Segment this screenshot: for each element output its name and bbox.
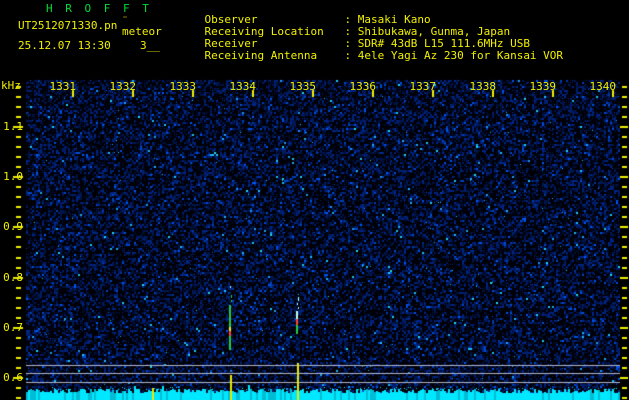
app-title: H R O F F T — [46, 2, 152, 15]
minute-counter: 3__ — [140, 39, 160, 52]
info-value: Shibukawa, Gunma, Japan — [357, 25, 511, 38]
freq-tick-label: 0.6 — [3, 371, 23, 384]
time-tick-label: 1331 — [49, 80, 77, 93]
datetime-label: 25.12.07 13:30 — [18, 39, 111, 52]
info-row-observer: Observer: Masaki Kano — [178, 2, 431, 38]
freq-tick-label: 1.0 — [3, 170, 23, 184]
info-separator: : — [344, 37, 352, 50]
station-name: meteor — [122, 25, 162, 38]
time-tick-label: 1332 — [109, 80, 137, 93]
info-row-receiver: Receiver: SDR# 43dB L15 111.6MHz USB — [178, 26, 530, 62]
info-label: Observer — [204, 13, 258, 26]
info-separator: : — [344, 49, 352, 62]
time-tick-label: 1338 — [469, 80, 497, 93]
time-tick-label: 1333 — [169, 80, 197, 93]
filename-overwrite-artifact: ¨ — [122, 16, 129, 27]
info-value: SDR# 43dB L15 111.6MHz USB — [357, 37, 530, 50]
freq-tick-label: 0.8 — [3, 270, 23, 284]
time-tick-label: 1336 — [349, 80, 377, 93]
info-value: Masaki Kano — [357, 13, 431, 26]
time-tick-label: 1340 — [589, 80, 617, 93]
time-tick-label: 1335 — [289, 80, 317, 93]
info-label: Receiver — [204, 37, 258, 50]
freq-tick-label: 0.9 — [3, 220, 23, 234]
freq-tick-label: 0.7 — [3, 320, 23, 334]
capture-filename: UT2512071330.pn — [18, 19, 118, 32]
info-row-antenna: Receiving Antenna: 4ele Yagi Az 230 for … — [178, 38, 564, 74]
y-axis-unit-label: kHz — [1, 79, 21, 92]
info-separator: : — [344, 25, 352, 38]
info-separator: : — [344, 13, 352, 26]
info-row-location: Receiving Location: Shibukawa, Gunma, Ja… — [178, 14, 511, 50]
info-label: Receiving Location — [204, 25, 324, 38]
time-tick-label: 1339 — [529, 80, 557, 93]
info-value: 4ele Yagi Az 230 for Kansai VOR — [357, 49, 564, 62]
info-label: Receiving Antenna — [204, 49, 318, 62]
freq-tick-label: 1.1 — [3, 120, 23, 133]
time-tick-label: 1334 — [229, 80, 257, 93]
time-tick-label: 1337 — [409, 80, 437, 93]
